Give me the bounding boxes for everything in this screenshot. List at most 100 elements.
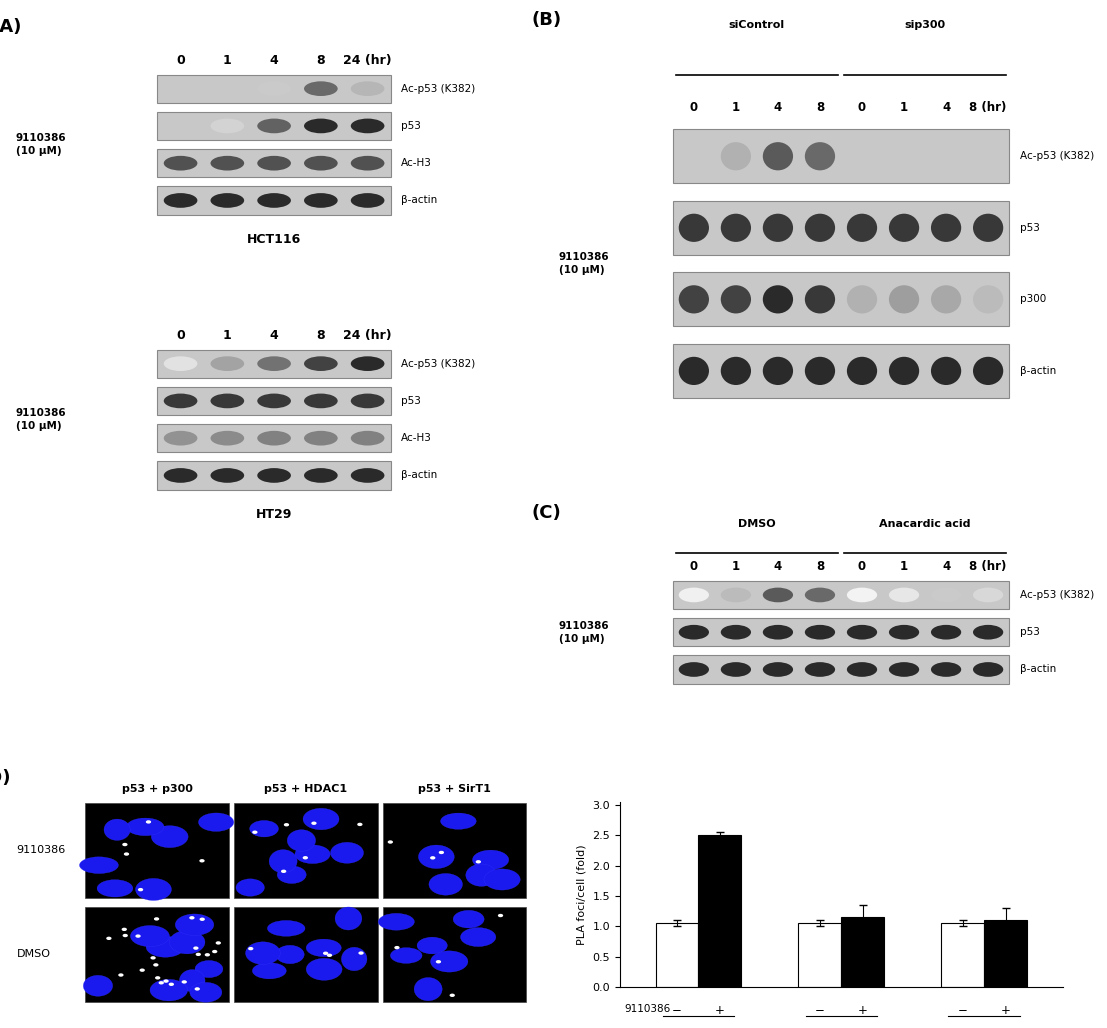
Text: +: + xyxy=(715,1004,725,1017)
Ellipse shape xyxy=(351,156,384,171)
Ellipse shape xyxy=(257,118,291,134)
Ellipse shape xyxy=(169,930,205,954)
Text: 4: 4 xyxy=(942,102,950,114)
Ellipse shape xyxy=(387,840,393,844)
Text: p53 + p300: p53 + p300 xyxy=(122,783,193,794)
Ellipse shape xyxy=(889,357,919,386)
Ellipse shape xyxy=(763,285,793,314)
Text: 9110386
(10 μM): 9110386 (10 μM) xyxy=(15,408,66,431)
Text: −: − xyxy=(672,1004,682,1017)
Ellipse shape xyxy=(268,920,306,937)
Ellipse shape xyxy=(414,978,442,1000)
Ellipse shape xyxy=(252,962,287,979)
Bar xyxy=(157,112,391,140)
Text: DMSO: DMSO xyxy=(738,519,776,529)
Ellipse shape xyxy=(97,880,133,897)
Text: HCT116: HCT116 xyxy=(247,232,301,246)
Bar xyxy=(157,149,391,177)
Ellipse shape xyxy=(164,980,168,983)
Ellipse shape xyxy=(461,927,496,947)
Ellipse shape xyxy=(210,156,245,171)
Text: −: − xyxy=(958,1004,968,1017)
Ellipse shape xyxy=(189,983,221,1002)
Ellipse shape xyxy=(252,831,258,834)
Text: β-actin: β-actin xyxy=(1020,664,1056,674)
Ellipse shape xyxy=(281,870,287,873)
Ellipse shape xyxy=(210,431,245,445)
Text: 0: 0 xyxy=(176,53,185,67)
Ellipse shape xyxy=(847,588,877,602)
Ellipse shape xyxy=(138,888,143,891)
Ellipse shape xyxy=(436,960,441,963)
Ellipse shape xyxy=(210,118,245,134)
Ellipse shape xyxy=(182,981,187,984)
Ellipse shape xyxy=(351,193,384,208)
Ellipse shape xyxy=(250,820,279,837)
Text: 0: 0 xyxy=(858,560,866,574)
Ellipse shape xyxy=(805,662,835,676)
Ellipse shape xyxy=(210,394,245,408)
Ellipse shape xyxy=(358,822,362,827)
Ellipse shape xyxy=(763,357,793,386)
Text: Ac-p53 (K382): Ac-p53 (K382) xyxy=(401,359,475,369)
Ellipse shape xyxy=(391,948,422,963)
Text: 1: 1 xyxy=(223,53,231,67)
Ellipse shape xyxy=(304,118,338,134)
Ellipse shape xyxy=(323,952,329,955)
Bar xyxy=(941,923,984,987)
Ellipse shape xyxy=(763,214,793,242)
Ellipse shape xyxy=(847,285,877,314)
Text: 1: 1 xyxy=(223,329,231,341)
Ellipse shape xyxy=(311,821,317,824)
Ellipse shape xyxy=(441,813,476,830)
Ellipse shape xyxy=(431,951,468,972)
Ellipse shape xyxy=(847,214,877,242)
Text: (D): (D) xyxy=(0,769,11,787)
Text: (A): (A) xyxy=(0,17,22,36)
Ellipse shape xyxy=(973,285,1003,314)
Ellipse shape xyxy=(210,357,245,371)
Text: 1: 1 xyxy=(900,560,908,574)
Bar xyxy=(157,424,391,452)
Ellipse shape xyxy=(341,947,366,970)
Bar xyxy=(85,803,229,897)
Ellipse shape xyxy=(805,214,835,242)
Bar xyxy=(673,272,1010,327)
Ellipse shape xyxy=(139,968,145,971)
Ellipse shape xyxy=(168,983,174,986)
Ellipse shape xyxy=(303,808,339,830)
Ellipse shape xyxy=(331,842,363,864)
Ellipse shape xyxy=(763,142,793,171)
Ellipse shape xyxy=(721,285,751,314)
Ellipse shape xyxy=(889,662,919,676)
Ellipse shape xyxy=(135,934,141,938)
Ellipse shape xyxy=(351,118,384,134)
Ellipse shape xyxy=(135,878,172,901)
Ellipse shape xyxy=(83,976,113,996)
Ellipse shape xyxy=(302,856,308,859)
Ellipse shape xyxy=(889,625,919,639)
Bar xyxy=(699,835,742,987)
Ellipse shape xyxy=(194,947,198,950)
Ellipse shape xyxy=(122,843,127,846)
Bar xyxy=(673,343,1010,398)
Text: 0: 0 xyxy=(690,102,697,114)
Text: 24 (hr): 24 (hr) xyxy=(343,329,392,341)
Ellipse shape xyxy=(889,285,919,314)
Text: p53: p53 xyxy=(401,396,421,406)
Text: 1: 1 xyxy=(732,102,739,114)
Ellipse shape xyxy=(257,357,291,371)
Ellipse shape xyxy=(164,468,197,483)
Ellipse shape xyxy=(498,914,504,917)
Bar xyxy=(85,907,229,1002)
Ellipse shape xyxy=(257,156,291,171)
Ellipse shape xyxy=(154,917,159,921)
Ellipse shape xyxy=(195,960,223,978)
Ellipse shape xyxy=(248,947,254,950)
Text: −: − xyxy=(815,1004,825,1017)
Ellipse shape xyxy=(931,588,961,602)
Y-axis label: PLA foci/cell (fold): PLA foci/cell (fold) xyxy=(577,844,587,945)
Ellipse shape xyxy=(763,625,793,639)
Ellipse shape xyxy=(679,588,708,602)
Ellipse shape xyxy=(304,431,338,445)
